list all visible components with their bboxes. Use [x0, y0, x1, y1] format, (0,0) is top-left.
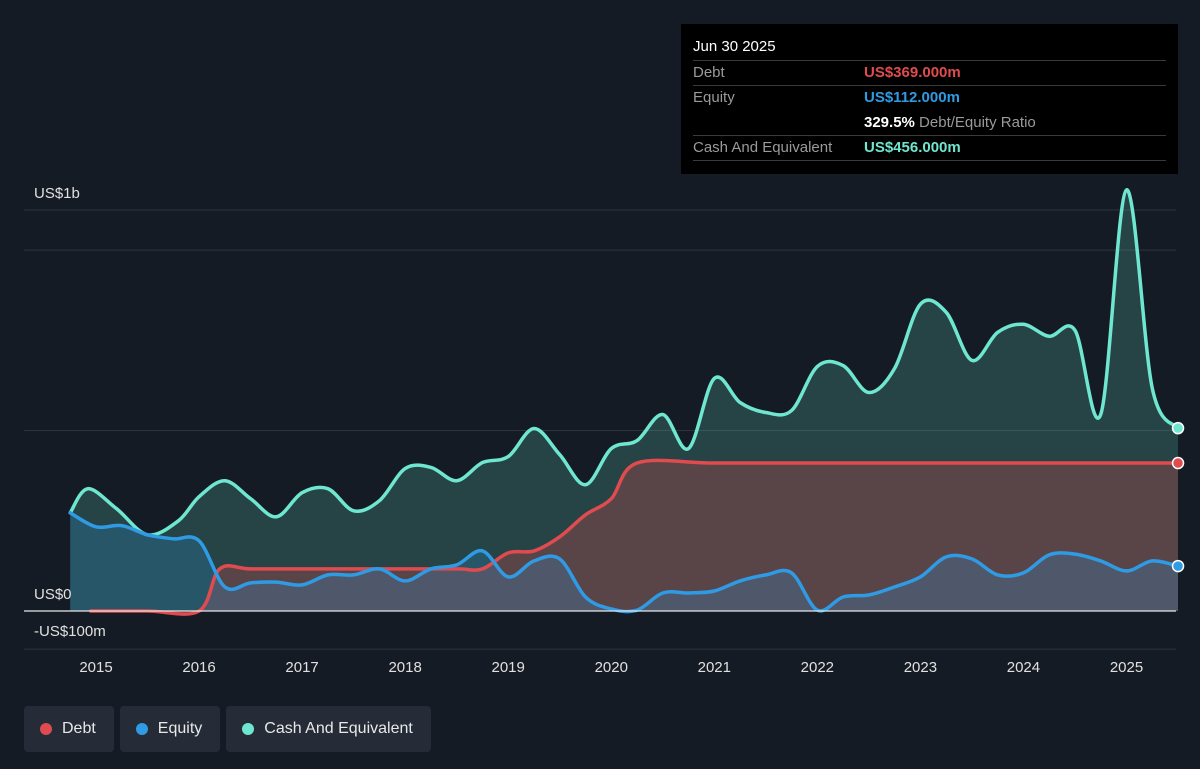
x-tick-label: 2025 [1110, 659, 1143, 676]
debt-end-marker [1171, 456, 1185, 470]
x-tick-label: 2024 [1007, 659, 1040, 676]
tooltip-ratio-label: Debt/Equity Ratio [919, 114, 1036, 131]
tooltip-debt-value: US$369.000m [864, 64, 961, 81]
tooltip-debt-row: Debt US$369.000m [693, 60, 1166, 85]
end-markers [1171, 421, 1185, 573]
x-tick-label: 2016 [182, 659, 215, 676]
legend: Debt Equity Cash And Equivalent [24, 706, 431, 752]
x-tick-label: 2015 [79, 659, 112, 676]
legend-cash-label: Cash And Equivalent [264, 720, 413, 737]
cash-end-marker [1171, 421, 1185, 435]
tooltip-debt-label: Debt [693, 64, 725, 81]
grid-lines [24, 209, 1176, 650]
y-bottom-label: -US$100m [34, 623, 106, 640]
x-tick-label: 2023 [904, 659, 937, 676]
tooltip-date: Jun 30 2025 [693, 38, 776, 55]
y-zero-label: US$0 [34, 586, 72, 603]
x-tick-label: 2019 [492, 659, 525, 676]
x-tick-label: 2017 [285, 659, 318, 676]
legend-debt-label: Debt [62, 720, 96, 737]
tooltip-cash-value: US$456.000m [864, 139, 961, 156]
tooltip-panel: Jun 30 2025 Debt US$369.000m Equity US$1… [681, 24, 1178, 174]
cash-area [70, 189, 1179, 611]
x-tick-label: 2021 [698, 659, 731, 676]
y-top-label: US$1b [34, 185, 80, 202]
equity-area [70, 512, 1179, 612]
legend-item-cash[interactable]: Cash And Equivalent [226, 706, 431, 752]
x-tick-label: 2018 [388, 659, 421, 676]
equity-dot-icon [135, 723, 148, 735]
series-lines [24, 188, 1180, 616]
debt-area [90, 460, 1178, 615]
tooltip-equity-row: Equity US$112.000m [693, 85, 1166, 110]
debt-line [89, 458, 1180, 616]
tooltip-ratio-value: 329.5% [864, 114, 915, 131]
cash-dot-icon [242, 723, 255, 735]
debt-dot-icon [40, 723, 52, 735]
tooltip-ratio-row: 329.5% Debt/Equity Ratio [693, 110, 1166, 135]
x-tick-label: 2022 [801, 659, 834, 676]
legend-item-equity[interactable]: Equity [119, 706, 221, 752]
tooltip-cash-row: Cash And Equivalent US$456.000m [693, 135, 1166, 161]
x-tick-label: 2020 [595, 659, 628, 676]
cash-line [68, 188, 1180, 537]
tooltip-equity-value: US$112.000m [864, 89, 960, 106]
x-axis-ticks: 2015 2016 2017 2018 2019 2020 2021 2022 2023 2024… [79, 659, 1143, 676]
legend-equity-label: Equity [157, 720, 203, 737]
series-areas [70, 189, 1179, 615]
equity-end-marker [1171, 559, 1185, 573]
tooltip-equity-label: Equity [693, 89, 735, 106]
tooltip-cash-label: Cash And Equivalent [693, 139, 833, 156]
legend-item-debt[interactable]: Debt [24, 706, 114, 752]
